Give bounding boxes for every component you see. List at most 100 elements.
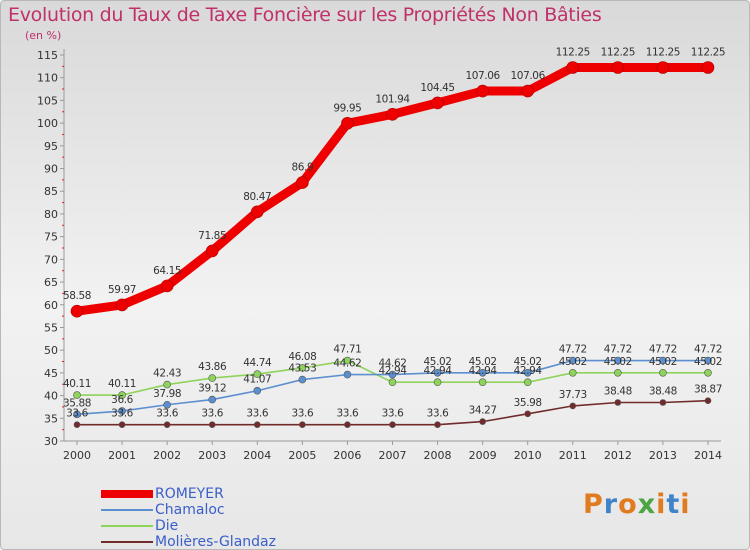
point-chamaloc-2009: [478, 368, 487, 377]
point-moli-res-glandaz-2013: [659, 399, 667, 406]
logo-letter: r: [603, 489, 619, 520]
logo-letter: x: [637, 489, 657, 520]
x-tick-label-2008: 2008: [424, 449, 452, 462]
data-label-die-2005: 46.08: [288, 351, 316, 363]
data-label-romeyer-2009: 107.06: [465, 70, 500, 82]
point-romeyer-2005: [296, 176, 309, 189]
point-chamaloc-2008: [433, 368, 442, 377]
y-tick-label-30: 30: [44, 435, 58, 448]
point-die-2008: [433, 378, 442, 387]
point-die-2014: [704, 368, 712, 377]
data-label-die-2007: 42.94: [378, 365, 407, 377]
y-tick-label-110: 110: [37, 72, 58, 85]
data-label-romeyer-2004: 80.47: [243, 191, 271, 203]
proxiti-logo: Proxiti: [583, 489, 691, 520]
legend-label-romeyer: ROMEYER: [155, 486, 224, 502]
point-chamaloc-2011: [568, 356, 577, 365]
x-tick-label-2011: 2011: [559, 449, 587, 462]
data-label-die-2006: 47.71: [333, 344, 361, 356]
data-label-chamaloc-2003: 39.12: [198, 383, 226, 395]
logo-letter: P: [583, 489, 604, 520]
legend-label-die: Die: [155, 518, 179, 534]
data-label-die-2003: 43.86: [198, 361, 227, 373]
point-romeyer-2003: [205, 244, 219, 258]
x-tick-label-2009: 2009: [469, 449, 497, 462]
y-tick-label-70: 70: [44, 253, 58, 266]
point-romeyer-2007: [386, 108, 399, 121]
x-tick-label-2001: 2001: [108, 449, 136, 462]
point-romeyer-2012: [611, 61, 625, 74]
point-die-2011: [568, 368, 577, 377]
point-die-2005: [298, 364, 307, 372]
data-label-chamaloc-2011: 47.72: [559, 344, 587, 356]
point-chamaloc-2002: [163, 400, 171, 409]
y-tick-label-80: 80: [44, 208, 58, 221]
data-label-die-2010: 42.94: [514, 365, 543, 377]
point-moli-res-glandaz-2014: [704, 397, 712, 405]
x-tick-label-2005: 2005: [288, 449, 316, 462]
point-moli-res-glandaz-2008: [434, 421, 441, 428]
logo-letter: o: [618, 489, 638, 520]
y-tick-label-60: 60: [44, 299, 58, 312]
point-die-2010: [523, 378, 532, 387]
point-moli-res-glandaz-2002: [163, 421, 171, 428]
point-die-2002: [163, 380, 171, 389]
data-label-chamaloc-2014: 47.72: [694, 344, 722, 356]
data-label-moli-res-glandaz-2006: 33.6: [337, 408, 359, 420]
point-chamaloc-2005: [298, 375, 307, 384]
data-label-moli-res-glandaz-2013: 38.48: [649, 385, 677, 397]
point-romeyer-2002: [160, 279, 174, 293]
data-label-romeyer-2007: 101.94: [375, 93, 410, 105]
data-label-romeyer-2011: 112.25: [556, 46, 590, 58]
point-moli-res-glandaz-2012: [614, 399, 622, 406]
x-tick-label-2014: 2014: [694, 449, 722, 462]
point-moli-res-glandaz-2005: [299, 421, 306, 428]
y-unit-label: (en %): [25, 29, 62, 42]
y-tick-label-55: 55: [44, 321, 58, 334]
data-label-moli-res-glandaz-2002: 33.6: [156, 408, 178, 420]
point-romeyer-2000: [70, 304, 84, 318]
x-tick-label-2007: 2007: [378, 449, 406, 462]
logo-letter: t: [666, 489, 681, 520]
data-label-romeyer-2000: 58.58: [63, 290, 91, 302]
data-label-die-2008: 42.94: [424, 365, 453, 377]
data-label-chamaloc-2008: 45.02: [424, 356, 452, 368]
data-label-romeyer-2006: 99.95: [333, 102, 361, 114]
data-label-romeyer-2008: 104.45: [420, 82, 454, 94]
point-chamaloc-2007: [388, 370, 397, 379]
x-tick-label-2004: 2004: [243, 449, 271, 462]
data-label-romeyer-2013: 112.25: [646, 46, 680, 58]
y-tick-label-85: 85: [44, 185, 58, 198]
data-label-moli-res-glandaz-2000: 33.6: [66, 408, 88, 420]
data-label-die-2001: 40.11: [108, 378, 136, 390]
data-label-moli-res-glandaz-2005: 33.6: [291, 408, 313, 420]
data-label-moli-res-glandaz-2003: 33.6: [201, 408, 223, 420]
data-label-romeyer-2010: 107.06: [511, 70, 546, 82]
x-tick-label-2013: 2013: [649, 449, 677, 462]
point-moli-res-glandaz-2000: [73, 421, 81, 428]
point-moli-res-glandaz-2007: [389, 421, 396, 428]
point-chamaloc-2003: [208, 395, 217, 404]
point-chamaloc-2006: [343, 370, 352, 379]
data-label-moli-res-glandaz-2011: 37.73: [559, 389, 587, 401]
data-label-die-2002: 42.43: [153, 368, 181, 380]
y-tick-label-50: 50: [44, 344, 58, 357]
data-label-moli-res-glandaz-2007: 33.6: [382, 408, 404, 420]
point-moli-res-glandaz-2006: [344, 421, 351, 428]
y-tick-label-40: 40: [44, 390, 58, 403]
point-romeyer-2009: [476, 84, 489, 98]
point-die-2003: [208, 374, 217, 382]
data-label-die-2000: 40.11: [63, 378, 91, 390]
data-label-die-2013: 45.02: [649, 356, 677, 368]
y-tick-label-45: 45: [44, 367, 58, 380]
data-label-die-2004: 44.74: [243, 357, 272, 369]
data-label-chamaloc-2010: 45.02: [514, 356, 542, 368]
point-romeyer-2014: [701, 61, 715, 74]
point-romeyer-2008: [431, 96, 444, 110]
data-label-die-2012: 45.02: [604, 356, 632, 368]
chart-title: Evolution du Taux de Taxe Foncière sur l…: [8, 4, 602, 26]
legend-label-chamaloc: Chamaloc: [155, 502, 225, 518]
data-label-moli-res-glandaz-2014: 38.87: [694, 384, 722, 396]
